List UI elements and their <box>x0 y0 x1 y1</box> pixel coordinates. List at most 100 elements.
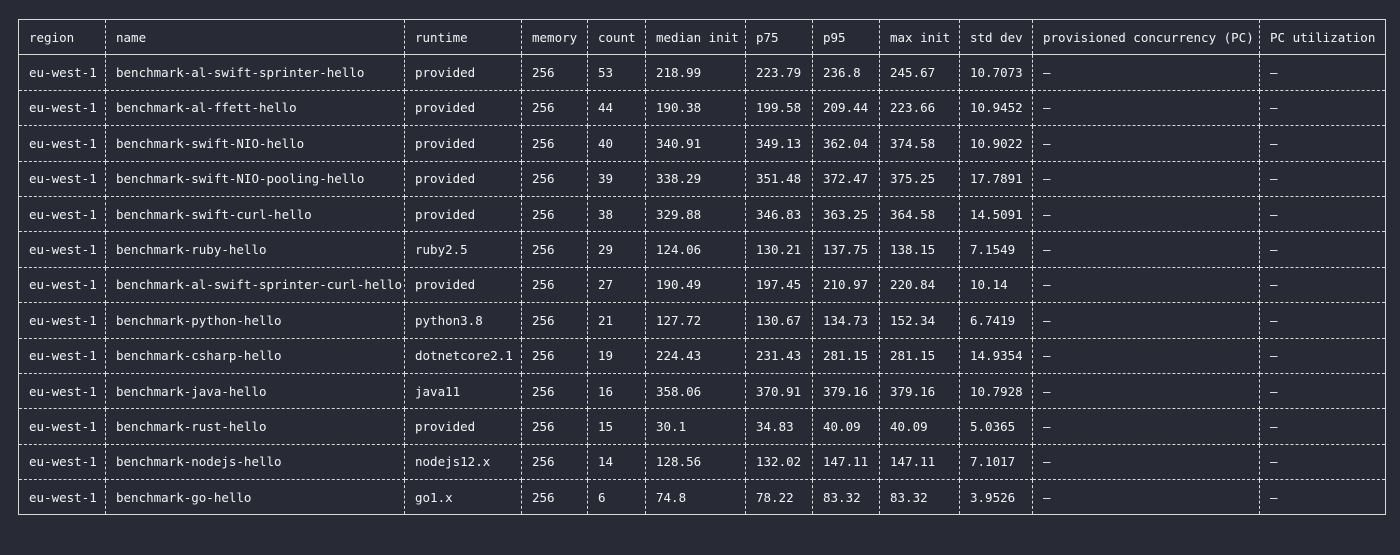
cell-p95: 40.09 <box>812 408 880 445</box>
cell-name: benchmark-rust-hello <box>105 408 405 445</box>
cell-p95: 379.16 <box>812 372 880 410</box>
cell-pc-utilization: – <box>1259 195 1386 233</box>
cell-median-init: 190.38 <box>645 89 746 127</box>
cell-count: 39 <box>587 160 646 197</box>
benchmark-results-table: region name runtime memory count median … <box>18 18 1386 516</box>
column-header-pc-utilization: PC utilization <box>1259 18 1386 56</box>
cell-p95: 209.44 <box>812 89 880 127</box>
cell-provisioned-concurrency: – <box>1032 443 1260 481</box>
table-row: eu-west-1 benchmark-swift-NIO-hello provid… <box>18 125 1386 162</box>
column-header-p95: p95 <box>812 18 880 56</box>
cell-count: 27 <box>587 266 646 304</box>
cell-pc-utilization: – <box>1259 479 1386 516</box>
cell-p75: 231.43 <box>745 337 813 374</box>
table-row: eu-west-1 benchmark-al-ffett-hello provide… <box>18 89 1386 127</box>
cell-median-init: 338.29 <box>645 160 746 197</box>
cell-runtime: python3.8 <box>404 302 522 339</box>
column-header-p75: p75 <box>745 18 813 56</box>
cell-runtime: dotnetcore2.1 <box>404 337 522 374</box>
cell-std-dev: 14.5091 <box>959 195 1033 233</box>
cell-std-dev: 17.7891 <box>959 160 1033 197</box>
column-header-count: count <box>587 18 646 56</box>
cell-max-init: 220.84 <box>879 266 960 304</box>
cell-name: benchmark-java-hello <box>105 372 405 410</box>
cell-max-init: 40.09 <box>879 408 960 445</box>
cell-region: eu-west-1 <box>18 337 106 374</box>
cell-count: 6 <box>587 479 646 516</box>
cell-std-dev: 14.9354 <box>959 337 1033 374</box>
column-header-memory: memory <box>521 18 588 56</box>
table-row: eu-west-1 benchmark-ruby-hello ruby2.5 256 2… <box>18 231 1386 268</box>
cell-p95: 372.47 <box>812 160 880 197</box>
cell-p75: 197.45 <box>745 266 813 304</box>
cell-median-init: 127.72 <box>645 302 746 339</box>
cell-memory: 256 <box>521 89 588 127</box>
table-row: eu-west-1 benchmark-nodejs-hello nodejs12.… <box>18 443 1386 481</box>
cell-memory: 256 <box>521 337 588 374</box>
cell-runtime: provided <box>404 160 522 197</box>
cell-pc-utilization: – <box>1259 408 1386 445</box>
cell-median-init: 190.49 <box>645 266 746 304</box>
cell-provisioned-concurrency: – <box>1032 54 1260 91</box>
cell-pc-utilization: – <box>1259 54 1386 91</box>
cell-p75: 130.67 <box>745 302 813 339</box>
cell-max-init: 152.34 <box>879 302 960 339</box>
cell-median-init: 74.8 <box>645 479 746 516</box>
cell-median-init: 224.43 <box>645 337 746 374</box>
column-header-runtime: runtime <box>404 18 522 56</box>
cell-region: eu-west-1 <box>18 125 106 162</box>
cell-p95: 363.25 <box>812 195 880 233</box>
cell-provisioned-concurrency: – <box>1032 408 1260 445</box>
cell-std-dev: 7.1017 <box>959 443 1033 481</box>
cell-provisioned-concurrency: – <box>1032 372 1260 410</box>
cell-median-init: 30.1 <box>645 408 746 445</box>
cell-max-init: 147.11 <box>879 443 960 481</box>
cell-std-dev: 3.9526 <box>959 479 1033 516</box>
table-row: eu-west-1 benchmark-go-hello go1.x 256 6 74.8… <box>18 479 1386 516</box>
column-header-provisioned-concurrency: provisioned concurrency (PC) <box>1032 18 1260 56</box>
cell-name: benchmark-al-ffett-hello <box>105 89 405 127</box>
cell-median-init: 218.99 <box>645 54 746 91</box>
cell-p75: 370.91 <box>745 372 813 410</box>
cell-count: 53 <box>587 54 646 91</box>
cell-count: 44 <box>587 89 646 127</box>
cell-std-dev: 10.7928 <box>959 372 1033 410</box>
cell-runtime: java11 <box>404 372 522 410</box>
cell-median-init: 329.88 <box>645 195 746 233</box>
cell-region: eu-west-1 <box>18 54 106 91</box>
cell-memory: 256 <box>521 479 588 516</box>
cell-p75: 132.02 <box>745 443 813 481</box>
table-row: eu-west-1 benchmark-al-swift-sprinter-hel… <box>18 54 1386 91</box>
cell-max-init: 375.25 <box>879 160 960 197</box>
cell-provisioned-concurrency: – <box>1032 266 1260 304</box>
cell-name: benchmark-swift-curl-hello <box>105 195 405 233</box>
cell-memory: 256 <box>521 231 588 268</box>
cell-name: benchmark-ruby-hello <box>105 231 405 268</box>
table-row: eu-west-1 benchmark-al-swift-sprinter-cur… <box>18 266 1386 304</box>
cell-name: benchmark-python-hello <box>105 302 405 339</box>
cell-provisioned-concurrency: – <box>1032 89 1260 127</box>
cell-memory: 256 <box>521 302 588 339</box>
cell-memory: 256 <box>521 160 588 197</box>
cell-p75: 78.22 <box>745 479 813 516</box>
cell-max-init: 379.16 <box>879 372 960 410</box>
cell-max-init: 245.67 <box>879 54 960 91</box>
table-body: eu-west-1 benchmark-al-swift-sprinter-hel… <box>18 54 1386 516</box>
cell-median-init: 124.06 <box>645 231 746 268</box>
cell-std-dev: 10.14 <box>959 266 1033 304</box>
results-table-frame: region name runtime memory count median … <box>18 18 1386 516</box>
cell-region: eu-west-1 <box>18 408 106 445</box>
cell-median-init: 358.06 <box>645 372 746 410</box>
cell-count: 21 <box>587 302 646 339</box>
table-row: eu-west-1 benchmark-swift-curl-hello provi… <box>18 195 1386 233</box>
cell-runtime: provided <box>404 195 522 233</box>
cell-p75: 199.58 <box>745 89 813 127</box>
column-header-std-dev: std dev <box>959 18 1033 56</box>
cell-name: benchmark-al-swift-sprinter-hello <box>105 54 405 91</box>
cell-memory: 256 <box>521 125 588 162</box>
cell-pc-utilization: – <box>1259 231 1386 268</box>
cell-pc-utilization: – <box>1259 89 1386 127</box>
cell-p95: 210.97 <box>812 266 880 304</box>
cell-provisioned-concurrency: – <box>1032 195 1260 233</box>
cell-runtime: provided <box>404 408 522 445</box>
